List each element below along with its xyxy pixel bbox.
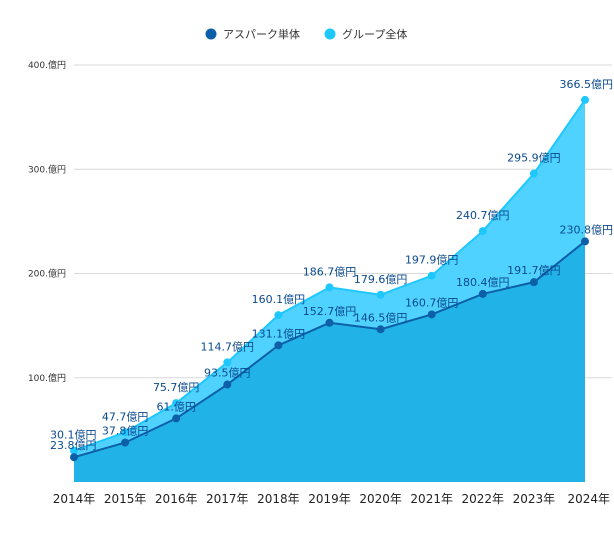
data-point[interactable] xyxy=(223,358,232,367)
x-tick-label: 2018年 xyxy=(257,492,300,506)
data-label: 186.7億円 xyxy=(303,265,357,278)
data-label: 61.億円 xyxy=(156,400,196,413)
data-point[interactable] xyxy=(376,325,385,334)
data-label: 146.5億円 xyxy=(354,311,408,324)
y-tick-label: 400.億円 xyxy=(28,59,66,71)
legend-label[interactable]: グループ全体 xyxy=(342,27,407,41)
area-single xyxy=(74,241,585,482)
data-label-layer: 23.8億円 37.8億円 61.億円 93.5億円 131.1億円 152.7億円146… xyxy=(50,78,613,452)
legend: アスパーク単体 グループ全体 xyxy=(205,27,407,41)
data-label: 180.4億円 xyxy=(456,276,510,289)
data-label: 30.1億円 xyxy=(50,429,97,442)
x-tick-label: 2017年 xyxy=(206,492,249,506)
data-label: 230.8億円 xyxy=(560,223,614,236)
data-point[interactable] xyxy=(70,453,78,462)
legend-marker[interactable] xyxy=(205,28,217,40)
data-point[interactable] xyxy=(121,438,130,447)
data-point[interactable] xyxy=(274,311,283,320)
x-tick-label: 2016年 xyxy=(155,492,198,506)
x-tick-label: 2023年 xyxy=(513,492,556,506)
data-point[interactable] xyxy=(172,414,181,423)
data-point[interactable] xyxy=(529,169,538,178)
data-label: 366.5億円 xyxy=(560,78,614,91)
data-label: 160.1億円 xyxy=(252,293,306,306)
data-point[interactable] xyxy=(121,428,130,437)
legend-marker[interactable] xyxy=(324,28,336,40)
x-axis-ticks: 2014年 2015年 2016年 2017年 2018年 2019年 2020年 2021年… xyxy=(53,492,610,506)
data-label: 131.1億円 xyxy=(252,327,306,340)
data-label: 179.6億円 xyxy=(354,273,408,286)
x-tick-label: 2024年 xyxy=(567,492,610,506)
data-point[interactable] xyxy=(427,271,436,280)
x-tick-label: 2022年 xyxy=(462,492,505,506)
data-label: 114.7億円 xyxy=(201,340,255,353)
data-label: 295.9億円 xyxy=(507,152,561,165)
data-point[interactable] xyxy=(581,237,589,246)
data-point[interactable] xyxy=(325,318,334,327)
data-point[interactable] xyxy=(223,380,232,389)
data-label: 23.8億円 xyxy=(50,439,97,452)
data-point[interactable] xyxy=(478,227,487,236)
data-point[interactable] xyxy=(70,446,78,455)
data-point[interactable] xyxy=(478,289,487,298)
x-tick-label: 2019年 xyxy=(308,492,351,506)
data-label: 152.7億円 xyxy=(303,305,357,318)
data-label: 160.7億円 xyxy=(405,296,459,309)
y-axis-ticks: 100.億円 200.億円 300.億円 400.億円 xyxy=(28,59,66,384)
data-point[interactable] xyxy=(172,399,181,408)
data-label: 93.5億円 xyxy=(204,367,251,380)
data-point[interactable] xyxy=(427,310,436,319)
y-tick-label: 300.億円 xyxy=(28,163,66,175)
data-label: 75.7億円 xyxy=(153,381,200,394)
x-tick-label: 2014年 xyxy=(53,492,96,506)
data-label: 197.9億円 xyxy=(405,254,459,267)
point-layer xyxy=(70,95,589,462)
y-tick-label: 200.億円 xyxy=(28,268,66,280)
data-point[interactable] xyxy=(581,95,589,104)
data-label: 240.7億円 xyxy=(456,209,510,222)
data-point[interactable] xyxy=(376,290,385,299)
y-tick-label: 100.億円 xyxy=(28,372,66,384)
x-tick-label: 2021年 xyxy=(410,492,453,506)
x-tick-label: 2015年 xyxy=(104,492,147,506)
x-tick-label: 2020年 xyxy=(359,492,402,506)
data-point[interactable] xyxy=(325,283,334,292)
legend-label[interactable]: アスパーク単体 xyxy=(223,27,300,41)
data-point[interactable] xyxy=(529,278,538,287)
data-label: 47.7億円 xyxy=(102,410,149,423)
data-label: 191.7億円 xyxy=(507,264,561,277)
data-point[interactable] xyxy=(274,341,283,350)
data-label: 37.8億円 xyxy=(102,425,149,438)
